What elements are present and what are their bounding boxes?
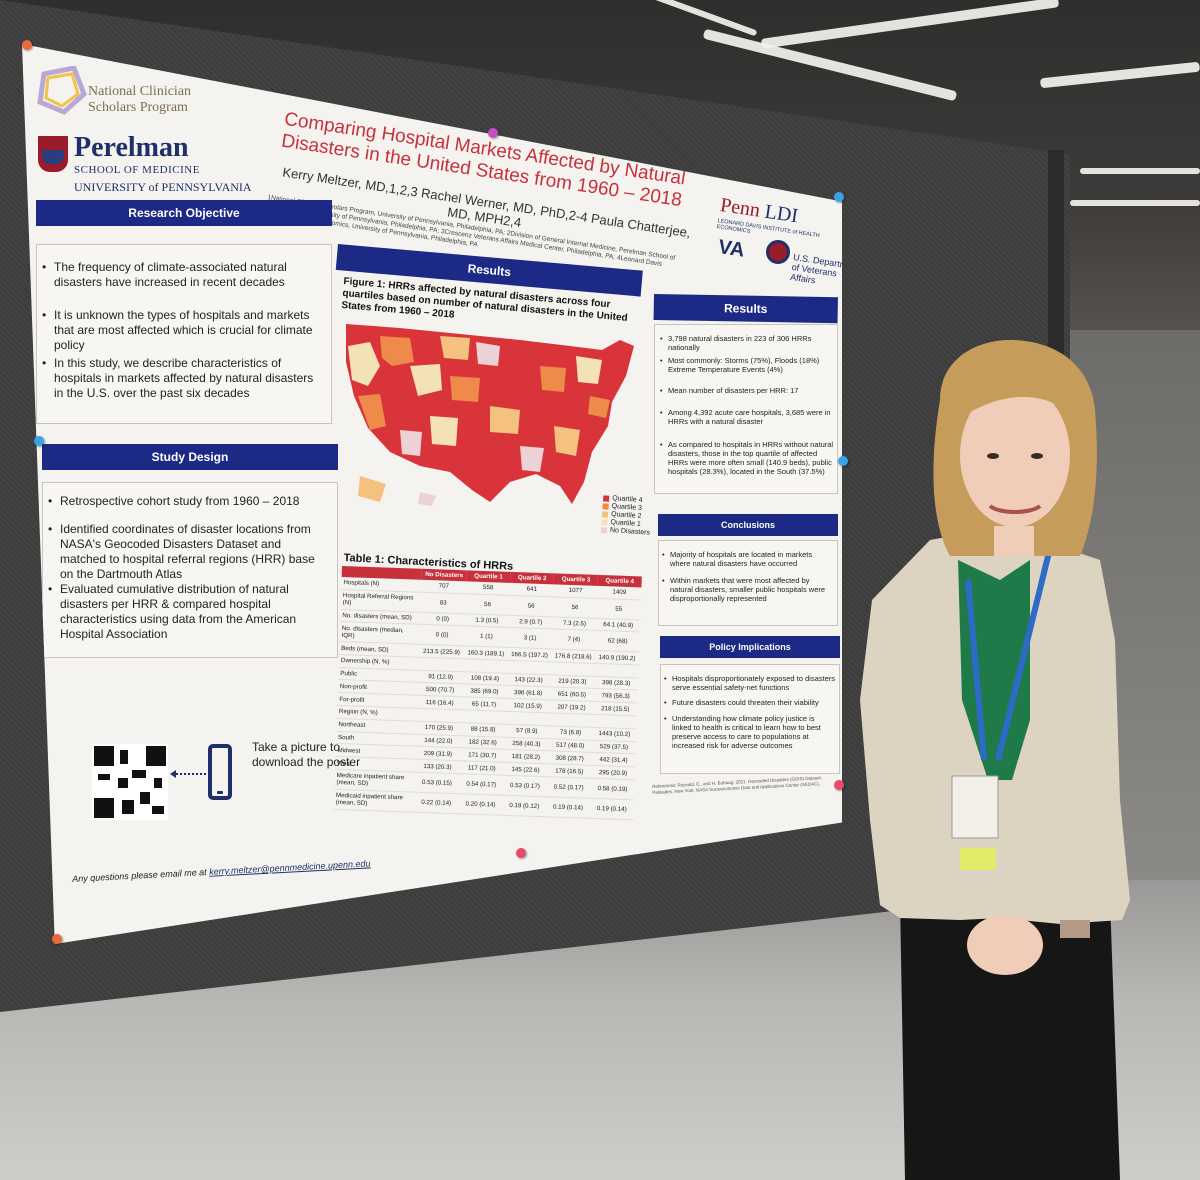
table-cell: 7 (4) bbox=[551, 629, 597, 651]
ceiling-light bbox=[1039, 61, 1200, 89]
push-pin bbox=[52, 934, 62, 944]
table-cell: 55 bbox=[596, 598, 642, 620]
table-cell: 0.20 (0.14) bbox=[458, 793, 503, 815]
results-right-bullet: Mean number of disasters per HRR: 17 bbox=[660, 386, 834, 395]
references: References: Rosvold, E., and H. Buhaug. … bbox=[652, 775, 823, 795]
ceiling-light bbox=[642, 0, 758, 37]
table-cell: Medicare inpatient share (mean, SD) bbox=[334, 769, 415, 792]
policy-bullet: Understanding how climate policy justice… bbox=[664, 714, 836, 750]
hrr-characteristics-table: No Disasters Quartile 1 Quartile 2 Quartile… bbox=[333, 566, 642, 820]
study-design-bullet: Evaluated cumulative distribution of nat… bbox=[48, 582, 330, 642]
table-cell: 83 bbox=[420, 592, 466, 614]
arrow-icon bbox=[170, 770, 206, 778]
conclusions-bullet: Majority of hospitals are located in mar… bbox=[662, 550, 834, 568]
legend-swatch bbox=[601, 519, 608, 526]
table-cell: 0.53 (0.17) bbox=[502, 775, 548, 797]
qr-prompt: Take a picture to download the poster bbox=[252, 740, 361, 769]
push-pin bbox=[834, 192, 844, 202]
email-prompt: Any questions please email me at bbox=[72, 866, 207, 884]
table-cell: 56 bbox=[552, 596, 598, 618]
penn-logo-university: UNIVERSITY of PENNSYLVANIA bbox=[74, 180, 252, 194]
table-cell: 0.19 (0.12) bbox=[502, 794, 547, 817]
table-cell: 0.19 (0.14) bbox=[589, 798, 635, 820]
hall-wall bbox=[1060, 330, 1200, 890]
legend-swatch bbox=[600, 527, 608, 534]
ceiling-light bbox=[702, 28, 958, 102]
ceiling-light bbox=[1070, 200, 1200, 206]
results-right-bullet: As compared to hospitals in HRRs without… bbox=[660, 440, 834, 476]
phone-icon bbox=[208, 744, 232, 800]
table-cell: 0.19 (0.14) bbox=[545, 796, 591, 818]
penn-logo-name: Perelman bbox=[74, 132, 189, 163]
va-logo: VA bbox=[716, 236, 747, 262]
table-cell: 1 (1) bbox=[464, 626, 509, 648]
penn-shield-icon bbox=[38, 136, 68, 172]
policy-header: Policy Implications bbox=[660, 636, 840, 658]
pennldi-penn: Penn bbox=[718, 194, 762, 222]
table-cell: Medicaid inpatient share (mean, SD) bbox=[333, 789, 415, 812]
email-address: kerry.meltzer@pennmedicine.upenn.edu bbox=[208, 858, 371, 877]
study-design-bullet: Retrospective cohort study from 1960 – 2… bbox=[48, 494, 330, 509]
legend-label: No Disasters bbox=[609, 526, 651, 537]
poster: National Clinician Scholars Program Pere… bbox=[22, 44, 842, 944]
va-dept: U.S. Department of Veterans Affairs bbox=[789, 252, 842, 286]
va-seal-icon bbox=[766, 240, 790, 264]
conclusions-header: Conclusions bbox=[658, 514, 838, 536]
legend-swatch bbox=[602, 503, 609, 510]
ceiling-light bbox=[1080, 168, 1200, 174]
policy-bullet: Future disasters could threaten their vi… bbox=[664, 698, 836, 707]
push-pin bbox=[34, 436, 44, 446]
research-objective-bullet: It is unknown the types of hospitals and… bbox=[42, 308, 324, 353]
board-frame bbox=[1048, 150, 1064, 900]
us-disaster-map bbox=[346, 324, 634, 506]
legend-swatch bbox=[602, 495, 610, 502]
pennldi-ldi: LDI bbox=[763, 200, 800, 228]
qr-code bbox=[92, 744, 168, 820]
legend-swatch bbox=[601, 511, 609, 518]
push-pin bbox=[834, 780, 844, 790]
table-cell: 0.53 (0.15) bbox=[414, 772, 460, 794]
table-cell: 0.22 (0.14) bbox=[413, 791, 460, 814]
research-objective-bullet: The frequency of climate-associated natu… bbox=[42, 260, 324, 290]
ncsp-logo-text: National Clinician Scholars Program bbox=[88, 84, 192, 115]
results-right-header: Results bbox=[653, 294, 838, 324]
ncsp-logo-icon bbox=[37, 66, 87, 115]
push-pin bbox=[22, 40, 32, 50]
table-cell: 0.52 (0.17) bbox=[546, 776, 591, 799]
ceiling-light bbox=[760, 0, 1060, 49]
table-cell: 56 bbox=[509, 595, 554, 617]
table-cell: 56 bbox=[465, 593, 510, 615]
email-line: Any questions please email me at kerry.m… bbox=[72, 858, 371, 884]
table-cell: 0.54 (0.17) bbox=[459, 773, 504, 795]
push-pin bbox=[488, 128, 498, 138]
conclusions-bullet: Within markets that were most affected b… bbox=[662, 576, 834, 603]
policy-bullet: Hospitals disproportionately exposed to … bbox=[664, 674, 836, 692]
table-cell: Hospital Referral Regions (N) bbox=[340, 589, 422, 612]
push-pin bbox=[516, 848, 526, 858]
results-right-bullet: 3,798 natural disasters in 223 of 306 HR… bbox=[660, 334, 834, 352]
table-cell: 62 (68) bbox=[595, 630, 640, 653]
study-design-header: Study Design bbox=[42, 444, 338, 470]
table-cell: 0.58 (0.19) bbox=[590, 778, 635, 800]
table-cell: No. disasters (median, IQR) bbox=[339, 621, 421, 645]
results-right-bullet: Most commonly: Storms (75%), Floods (18%… bbox=[660, 356, 834, 374]
study-design-bullet: Identified coordinates of disaster locat… bbox=[48, 522, 330, 582]
results-right-bullet: Among 4,392 acute care hospitals, 3,685 … bbox=[660, 408, 834, 426]
table-cell: 0 (0) bbox=[419, 624, 465, 646]
research-objective-bullet: In this study, we describe characteristi… bbox=[42, 356, 324, 401]
research-objective-header: Research Objective bbox=[36, 200, 332, 226]
penn-logo-school: SCHOOL OF MEDICINE bbox=[74, 164, 200, 176]
table-cell: 3 (1) bbox=[507, 627, 553, 649]
map-legend: Quartile 4 Quartile 3 Quartile 2 Quartil… bbox=[600, 494, 653, 537]
push-pin bbox=[838, 456, 848, 466]
